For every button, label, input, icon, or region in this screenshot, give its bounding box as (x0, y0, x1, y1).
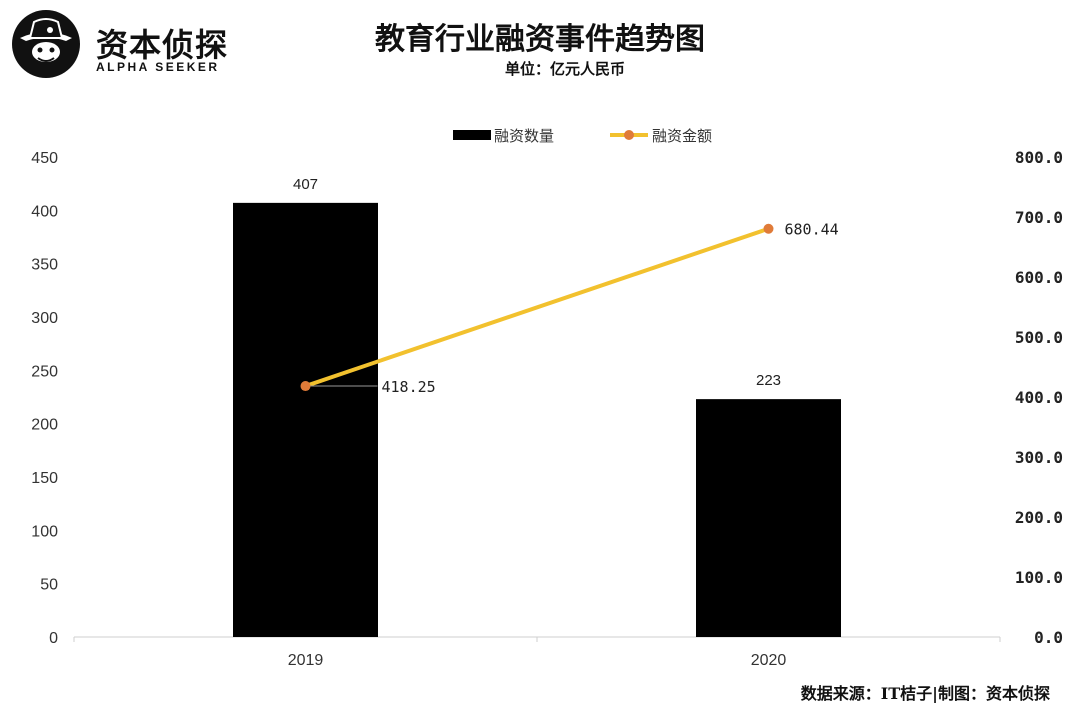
y-left-tick-label: 50 (40, 577, 58, 594)
bar-data-label: 223 (756, 372, 781, 389)
logo: 资本侦探 ALPHA SEEKER (10, 8, 250, 78)
y-right-tick-label: 500.0 (1015, 328, 1063, 347)
bar (233, 202, 378, 637)
logo-text: 资本侦探 (96, 26, 229, 64)
legend-label: 融资金额 (652, 127, 712, 145)
line-data-label: 418.25 (382, 378, 436, 396)
line-marker (300, 381, 311, 392)
y-right-tick-label: 400.0 (1015, 388, 1063, 407)
legend-swatch-bar (453, 130, 491, 140)
bar (696, 399, 841, 637)
chart-subtitle: 单位：亿元人民币 (504, 60, 625, 78)
y-left-tick-label: 350 (31, 257, 58, 274)
y-right-tick-label: 300.0 (1015, 448, 1063, 467)
y-left-tick-label: 0 (49, 630, 58, 647)
y-right-tick-label: 700.0 (1015, 208, 1063, 227)
y-left-tick-label: 400 (31, 203, 58, 220)
y-left-tick-label: 300 (31, 310, 58, 327)
y-left-tick-label: 250 (31, 363, 58, 380)
legend-label: 融资数量 (494, 127, 554, 145)
line-data-label: 680.44 (785, 221, 839, 239)
y-left-tick-label: 200 (31, 417, 58, 434)
y-right-tick-label: 800.0 (1015, 148, 1063, 167)
legend-swatch-marker (624, 130, 634, 140)
source-note: 数据来源：IT桔子|制图：资本侦探 (800, 684, 1050, 703)
chart-title: 教育行业融资事件趋势图 (375, 22, 705, 57)
detective-hat-icon (12, 10, 80, 78)
y-right-tick-label: 200.0 (1015, 508, 1063, 527)
logo-subtext: ALPHA SEEKER (96, 60, 220, 74)
line-marker (763, 223, 774, 234)
line-series (304, 226, 770, 388)
y-left-tick-label: 100 (31, 523, 58, 540)
x-tick-label: 2020 (751, 652, 787, 669)
y-left-tick-label: 450 (31, 150, 58, 167)
x-tick-label: 2019 (288, 652, 324, 669)
bar-data-label: 407 (293, 176, 318, 193)
y-left-tick-label: 150 (31, 470, 58, 487)
y-right-tick-label: 100.0 (1015, 568, 1063, 587)
y-right-tick-label: 0.0 (1034, 628, 1063, 647)
y-right-tick-label: 600.0 (1015, 268, 1063, 287)
